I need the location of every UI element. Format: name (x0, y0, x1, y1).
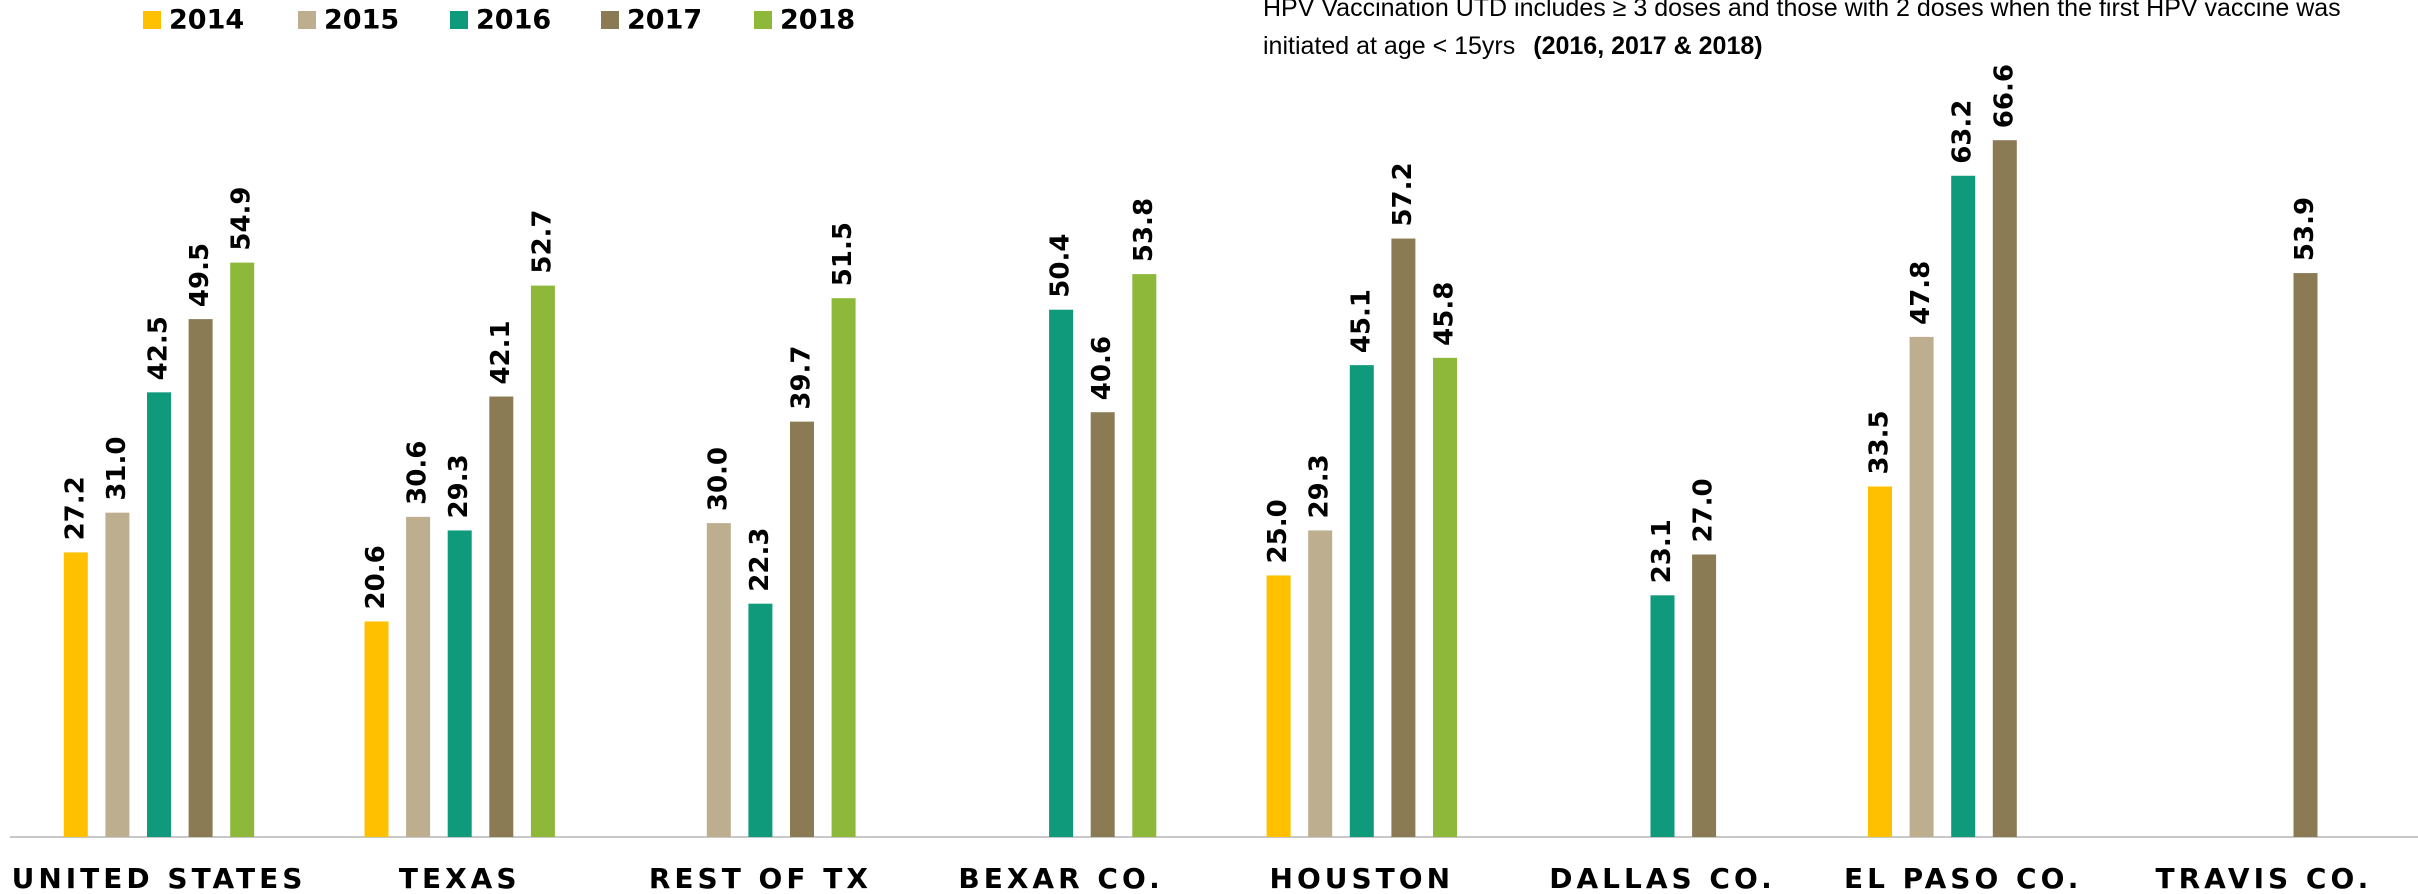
value-label: 23.1 (1647, 519, 1677, 583)
value-label: 53.9 (2290, 197, 2320, 261)
legend-label: 2014 (169, 5, 244, 36)
value-label: 42.1 (486, 320, 516, 384)
legend-label: 2015 (324, 5, 399, 36)
x-tick-label: UNITED STATES (12, 862, 307, 894)
bar (790, 421, 814, 837)
value-label: 27.0 (1689, 478, 1719, 542)
value-label: 29.3 (444, 454, 474, 518)
legend-label: 2016 (476, 5, 551, 36)
legend-label: 2018 (780, 5, 855, 36)
x-tick-label: EL PASO CO. (1844, 862, 2082, 894)
bar (406, 516, 431, 837)
bar (1951, 175, 1976, 837)
bar (1868, 486, 1892, 837)
bar (489, 396, 514, 837)
annotation: initiated at age < 15yrs (2016, 2017 & 20… (1263, 32, 1763, 60)
bar (2293, 273, 2318, 837)
value-label: 66.6 (1989, 64, 2019, 128)
bar (147, 392, 171, 837)
bar (1308, 530, 1333, 837)
bar (1266, 575, 1291, 837)
bar (188, 319, 213, 837)
bar (1433, 357, 1457, 837)
annotation-part: (2016, 2017 & 2018) (1533, 32, 1762, 60)
value-label: 51.5 (828, 222, 858, 286)
value-label: 50.4 (1046, 234, 1076, 298)
bar (230, 262, 255, 837)
value-label: 63.2 (1948, 100, 1978, 164)
value-label: 31.0 (102, 437, 132, 501)
bar (447, 530, 472, 837)
bar (706, 523, 731, 837)
bar (1909, 336, 1934, 837)
value-label: 45.1 (1346, 289, 1376, 353)
value-label: 53.8 (1129, 198, 1159, 262)
x-tick-label: REST OF TX (649, 862, 872, 894)
legend-swatch (601, 11, 619, 29)
x-tick-label: DALLAS CO. (1549, 862, 1776, 894)
bar (105, 512, 130, 837)
bar (831, 298, 856, 837)
bar (530, 285, 555, 838)
value-label: 27.2 (60, 476, 90, 540)
legend-label: 2017 (627, 5, 702, 36)
annotation: HPV Vaccination UTD includes ≥ 3 doses a… (1263, 0, 2341, 22)
value-label: 30.0 (703, 447, 733, 511)
legend-swatch (450, 11, 468, 29)
value-label: 33.5 (1865, 410, 1895, 474)
value-label: 39.7 (787, 345, 817, 409)
value-label: 57.2 (1388, 162, 1418, 226)
annotation-part: initiated at age < 15yrs (1263, 32, 1515, 60)
value-label: 30.6 (403, 441, 433, 505)
legend-swatch (754, 11, 772, 29)
x-tick-label: HOUSTON (1270, 862, 1454, 894)
bar (1692, 554, 1717, 837)
value-label: 54.9 (227, 186, 257, 250)
x-tick-label: TRAVIS CO. (2155, 862, 2372, 894)
x-tick-label: BEXAR CO. (958, 862, 1163, 894)
bar (1992, 140, 2017, 837)
value-label: 52.7 (527, 209, 557, 273)
value-label: 47.8 (1906, 261, 1936, 325)
value-label: 45.8 (1430, 282, 1460, 346)
bar (63, 552, 88, 837)
bar (1391, 238, 1416, 838)
bar (748, 603, 773, 837)
bar (1349, 365, 1374, 837)
value-label: 22.3 (745, 528, 775, 592)
legend-swatch (298, 11, 316, 29)
value-label: 25.0 (1263, 499, 1293, 563)
bar (364, 621, 389, 837)
value-label: 29.3 (1305, 454, 1335, 518)
bar (1049, 309, 1074, 837)
bar (1132, 274, 1157, 837)
value-label: 20.6 (361, 545, 391, 609)
value-label: 49.5 (185, 243, 215, 307)
value-label: 42.5 (144, 316, 174, 380)
x-tick-label: TEXAS (399, 862, 521, 894)
legend-swatch (143, 11, 161, 29)
bar (1650, 595, 1675, 837)
bar (1090, 412, 1115, 837)
value-label: 40.6 (1087, 336, 1117, 400)
